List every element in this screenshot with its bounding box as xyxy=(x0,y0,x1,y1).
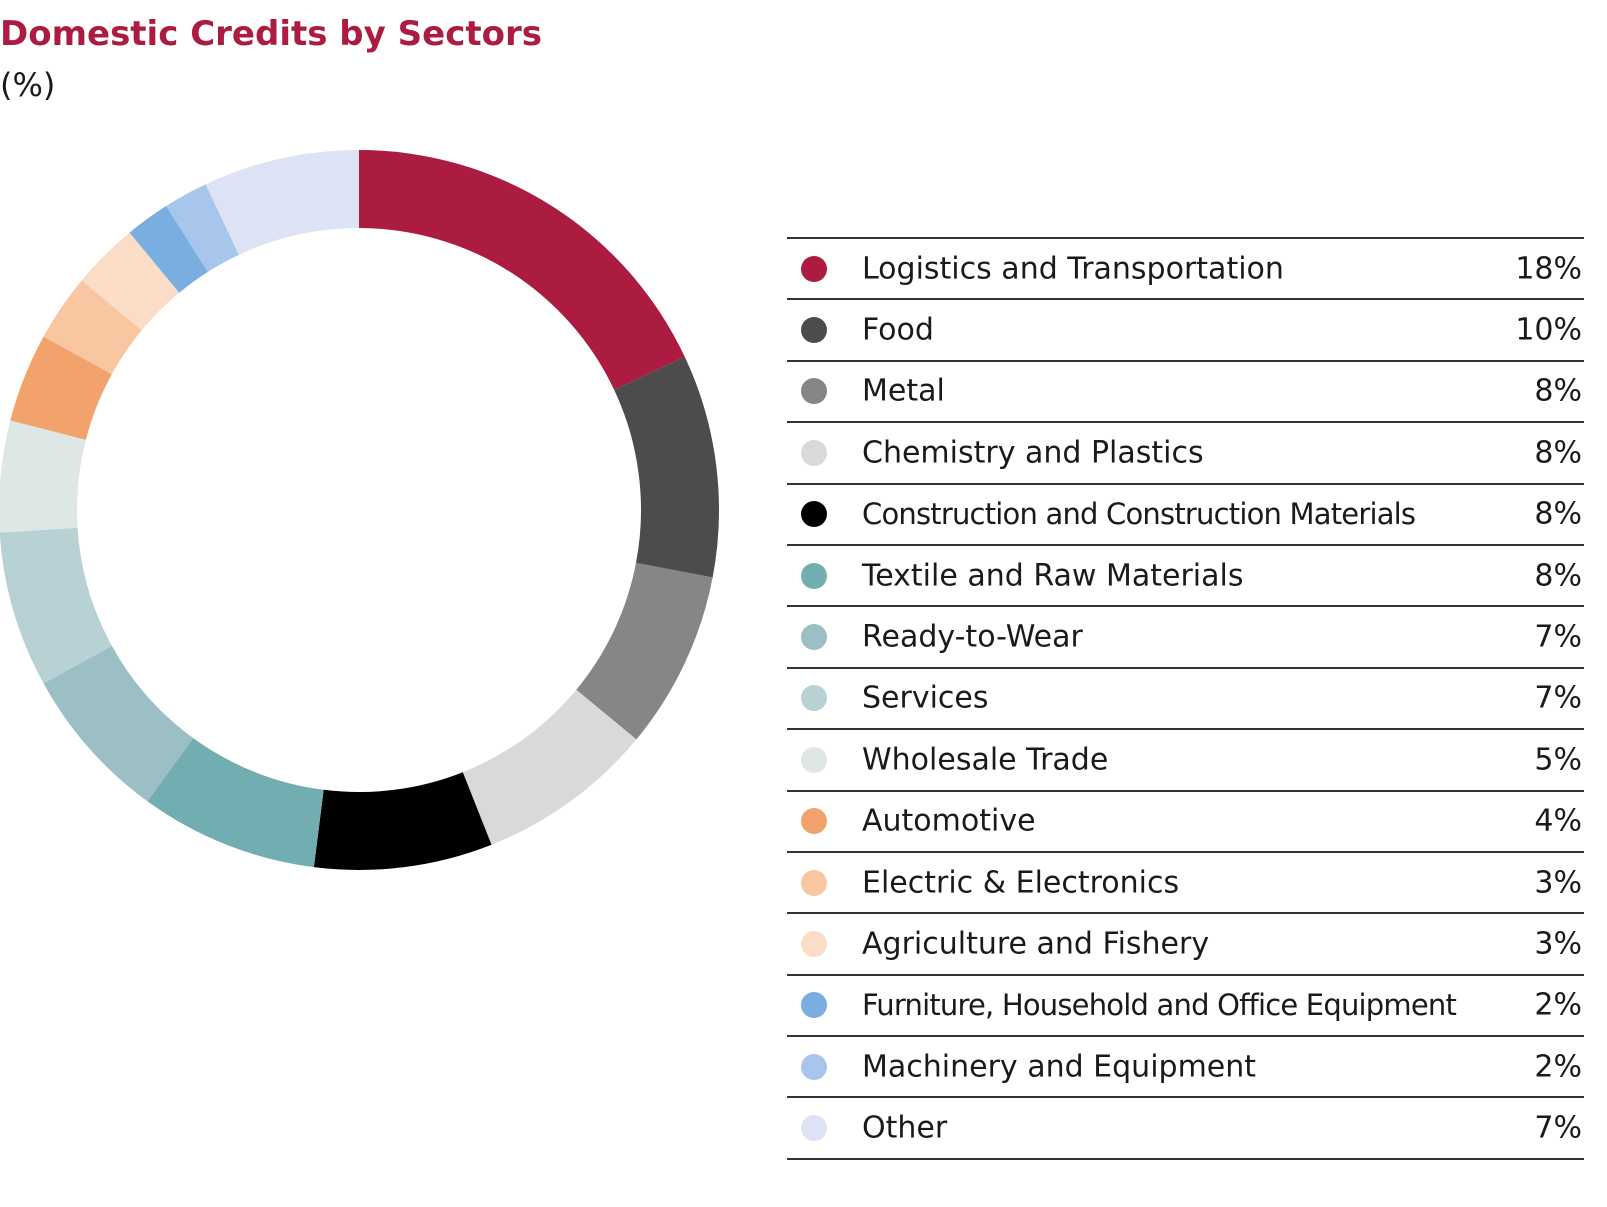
legend-swatch-dot-icon xyxy=(801,808,827,835)
legend-swatch-dot-icon xyxy=(801,1115,827,1142)
legend-label: Textile and Raw Materials xyxy=(862,558,1244,594)
legend-label: Food xyxy=(862,312,934,348)
slice-metal xyxy=(576,562,713,740)
donut-chart xyxy=(0,150,719,870)
legend-item-ready-to-wear: Ready-to-Wear 7% xyxy=(787,607,1584,669)
legend-value: 18% xyxy=(1515,251,1582,287)
legend-item-services: Services 7% xyxy=(787,669,1584,731)
legend-value: 8% xyxy=(1534,496,1582,532)
slice-wholesale-trade xyxy=(0,420,86,533)
legend-label: Automotive xyxy=(862,803,1036,839)
legend-label: Logistics and Transportation xyxy=(862,251,1284,287)
slice-construction-and-construction-materials xyxy=(313,772,492,870)
legend-value: 2% xyxy=(1534,1049,1582,1085)
legend-swatch-dot-icon xyxy=(801,255,827,282)
chart-subtitle: (%) xyxy=(0,66,56,104)
legend-label: Construction and Construction Materials xyxy=(862,497,1416,532)
legend-item-electric-and-electronics: Electric & Electronics 3% xyxy=(787,853,1584,915)
legend-label: Furniture, Household and Office Equipmen… xyxy=(862,988,1457,1023)
legend-swatch-dot-icon xyxy=(801,992,827,1019)
legend-label: Electric & Electronics xyxy=(862,865,1180,901)
legend-swatch-dot-icon xyxy=(801,685,827,712)
legend-swatch-dot-icon xyxy=(801,624,827,651)
legend-label: Machinery and Equipment xyxy=(862,1049,1257,1085)
legend-item-machinery-and-equipment: Machinery and Equipment 2% xyxy=(787,1037,1584,1099)
legend-item-chemistry-and-plastics: Chemistry and Plastics 8% xyxy=(787,423,1584,485)
legend-item-automotive: Automotive 4% xyxy=(787,792,1584,853)
slice-food xyxy=(614,356,719,578)
legend-value: 4% xyxy=(1534,803,1582,839)
legend-label: Ready-to-Wear xyxy=(862,619,1083,655)
legend-swatch-dot-icon xyxy=(801,562,827,589)
legend-swatch-dot-icon xyxy=(801,439,827,466)
legend-item-metal: Metal 8% xyxy=(787,362,1584,424)
slice-other xyxy=(205,150,359,255)
slice-textile-and-raw-materials xyxy=(147,738,324,868)
legend-item-logistics-and-transportation: Logistics and Transportation 18% xyxy=(787,239,1584,301)
slice-ready-to-wear xyxy=(43,645,194,802)
legend-item-agriculture-and-fishery: Agriculture and Fishery 3% xyxy=(787,914,1584,976)
chart-legend: Logistics and Transportation 18% Food 10% Me… xyxy=(787,237,1584,1160)
legend-value: 8% xyxy=(1534,558,1582,594)
legend-value: 2% xyxy=(1534,987,1582,1023)
legend-label: Metal xyxy=(862,373,945,409)
legend-value: 3% xyxy=(1534,926,1582,962)
legend-swatch-dot-icon xyxy=(801,930,827,957)
slice-electric-and-electronics xyxy=(43,280,142,375)
legend-value: 10% xyxy=(1515,312,1582,348)
legend-item-textile-and-raw-materials: Textile and Raw Materials 8% xyxy=(787,546,1584,608)
slice-logistics-and-transportation xyxy=(359,150,685,390)
legend-value: 5% xyxy=(1534,742,1582,778)
legend-item-furniture-household-and-office-equipment: Furniture, Household and Office Equipmen… xyxy=(787,976,1584,1038)
legend-value: 7% xyxy=(1534,1110,1582,1146)
legend-value: 8% xyxy=(1534,373,1582,409)
legend-value: 7% xyxy=(1534,680,1582,716)
slice-services xyxy=(0,527,112,684)
legend-item-construction-and-construction-materials: Construction and Construction Materials 8… xyxy=(787,485,1584,546)
slice-agriculture-and-fishery xyxy=(81,232,180,331)
slice-chemistry-and-plastics xyxy=(462,689,637,845)
legend-label: Services xyxy=(862,680,989,716)
legend-value: 3% xyxy=(1534,865,1582,901)
slice-automotive xyxy=(10,336,112,440)
legend-value: 7% xyxy=(1534,619,1582,655)
slice-furniture-household-and-office-equipment xyxy=(129,206,208,293)
legend-value: 8% xyxy=(1534,435,1582,471)
legend-swatch-dot-icon xyxy=(801,1053,827,1080)
chart-title: Domestic Credits by Sectors xyxy=(0,14,542,54)
slice-machinery-and-equipment xyxy=(166,184,239,272)
legend-label: Wholesale Trade xyxy=(862,742,1109,778)
legend-swatch-dot-icon xyxy=(801,746,827,773)
legend-label: Chemistry and Plastics xyxy=(862,435,1204,471)
legend-swatch-dot-icon xyxy=(801,869,827,896)
legend-item-wholesale-trade: Wholesale Trade 5% xyxy=(787,730,1584,792)
legend-label: Other xyxy=(862,1110,948,1146)
legend-swatch-dot-icon xyxy=(801,378,827,405)
legend-label: Agriculture and Fishery xyxy=(862,926,1210,962)
legend-item-food: Food 10% xyxy=(787,300,1584,362)
legend-item-other: Other 7% xyxy=(787,1098,1584,1160)
legend-swatch-dot-icon xyxy=(801,317,827,344)
legend-swatch-dot-icon xyxy=(801,501,827,528)
